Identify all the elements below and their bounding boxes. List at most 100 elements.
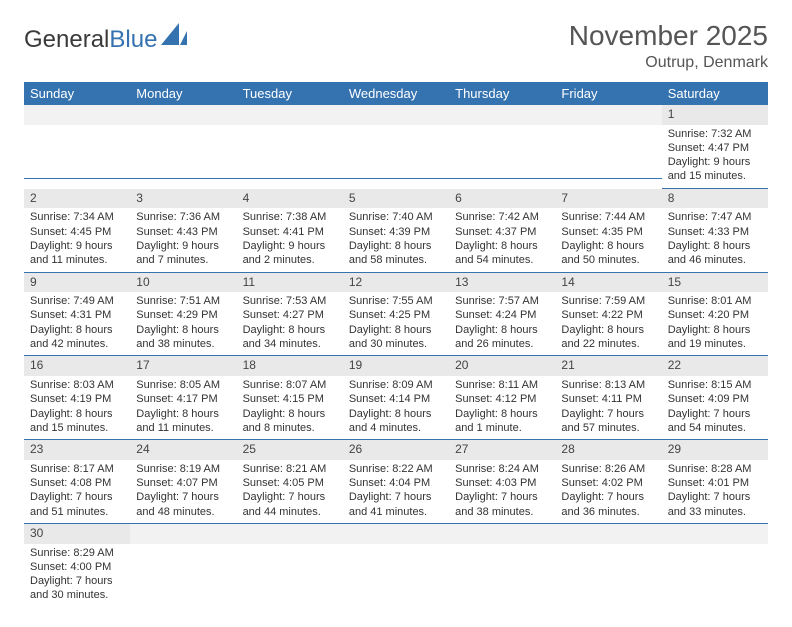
calendar-cell: 16Sunrise: 8:03 AMSunset: 4:19 PMDayligh… <box>24 356 130 440</box>
calendar-week-row: 23Sunrise: 8:17 AMSunset: 4:08 PMDayligh… <box>24 440 768 524</box>
calendar-cell: 4Sunrise: 7:38 AMSunset: 4:41 PMDaylight… <box>237 189 343 273</box>
day-number: 13 <box>449 273 555 293</box>
cell-body: Sunrise: 8:26 AMSunset: 4:02 PMDaylight:… <box>555 460 661 524</box>
day-number: 9 <box>24 273 130 293</box>
cell-body: Sunrise: 8:28 AMSunset: 4:01 PMDaylight:… <box>662 460 768 524</box>
cell-line-ss: Sunset: 4:05 PM <box>243 476 337 490</box>
calendar-cell: 25Sunrise: 8:21 AMSunset: 4:05 PMDayligh… <box>237 440 343 524</box>
cell-body: Sunrise: 7:47 AMSunset: 4:33 PMDaylight:… <box>662 208 768 272</box>
day-number: 3 <box>130 189 236 209</box>
calendar-cell: 18Sunrise: 8:07 AMSunset: 4:15 PMDayligh… <box>237 356 343 440</box>
day-number-empty <box>555 105 661 125</box>
cell-line-dl2: and 11 minutes. <box>136 421 230 435</box>
calendar-cell <box>237 105 343 189</box>
calendar-cell <box>343 105 449 189</box>
month-title: November 2025 <box>569 20 768 52</box>
cell-line-ss: Sunset: 4:04 PM <box>349 476 443 490</box>
cell-body: Sunrise: 8:22 AMSunset: 4:04 PMDaylight:… <box>343 460 449 524</box>
day-number: 18 <box>237 356 343 376</box>
calendar-cell: 1Sunrise: 7:32 AMSunset: 4:47 PMDaylight… <box>662 105 768 189</box>
day-number: 30 <box>24 524 130 544</box>
calendar-cell <box>130 105 236 189</box>
calendar-cell: 9Sunrise: 7:49 AMSunset: 4:31 PMDaylight… <box>24 273 130 357</box>
cell-body-empty <box>555 125 661 179</box>
cell-line-dl1: Daylight: 8 hours <box>30 407 124 421</box>
cell-body: Sunrise: 7:49 AMSunset: 4:31 PMDaylight:… <box>24 292 130 356</box>
day-number: 6 <box>449 189 555 209</box>
cell-line-dl1: Daylight: 8 hours <box>349 239 443 253</box>
calendar-week-row: 30Sunrise: 8:29 AMSunset: 4:00 PMDayligh… <box>24 524 768 607</box>
cell-line-ss: Sunset: 4:41 PM <box>243 225 337 239</box>
day-number: 16 <box>24 356 130 376</box>
day-number: 20 <box>449 356 555 376</box>
cell-line-dl2: and 19 minutes. <box>668 337 762 351</box>
cell-body: Sunrise: 7:40 AMSunset: 4:39 PMDaylight:… <box>343 208 449 272</box>
cell-line-ss: Sunset: 4:15 PM <box>243 392 337 406</box>
cell-body: Sunrise: 8:09 AMSunset: 4:14 PMDaylight:… <box>343 376 449 440</box>
calendar-cell: 23Sunrise: 8:17 AMSunset: 4:08 PMDayligh… <box>24 440 130 524</box>
cell-line-dl2: and 50 minutes. <box>561 253 655 267</box>
cell-line-dl2: and 2 minutes. <box>243 253 337 267</box>
cell-line-dl2: and 41 minutes. <box>349 505 443 519</box>
cell-line-sr: Sunrise: 7:38 AM <box>243 210 337 224</box>
calendar-cell: 24Sunrise: 8:19 AMSunset: 4:07 PMDayligh… <box>130 440 236 524</box>
cell-line-dl1: Daylight: 8 hours <box>668 239 762 253</box>
day-number: 27 <box>449 440 555 460</box>
cell-body: Sunrise: 8:15 AMSunset: 4:09 PMDaylight:… <box>662 376 768 440</box>
cell-body: Sunrise: 8:29 AMSunset: 4:00 PMDaylight:… <box>24 544 130 607</box>
cell-line-dl2: and 15 minutes. <box>30 421 124 435</box>
cell-line-ss: Sunset: 4:25 PM <box>349 308 443 322</box>
cell-line-sr: Sunrise: 7:57 AM <box>455 294 549 308</box>
cell-body: Sunrise: 7:36 AMSunset: 4:43 PMDaylight:… <box>130 208 236 272</box>
cell-line-dl1: Daylight: 7 hours <box>30 574 124 588</box>
cell-body: Sunrise: 8:05 AMSunset: 4:17 PMDaylight:… <box>130 376 236 440</box>
cell-line-ss: Sunset: 4:24 PM <box>455 308 549 322</box>
day-number: 22 <box>662 356 768 376</box>
calendar-cell: 22Sunrise: 8:15 AMSunset: 4:09 PMDayligh… <box>662 356 768 440</box>
cell-line-dl2: and 22 minutes. <box>561 337 655 351</box>
cell-line-dl2: and 30 minutes. <box>30 588 124 602</box>
cell-line-sr: Sunrise: 7:59 AM <box>561 294 655 308</box>
cell-line-dl2: and 36 minutes. <box>561 505 655 519</box>
cell-line-ss: Sunset: 4:39 PM <box>349 225 443 239</box>
cell-line-ss: Sunset: 4:02 PM <box>561 476 655 490</box>
cell-line-sr: Sunrise: 7:51 AM <box>136 294 230 308</box>
calendar-cell <box>662 524 768 607</box>
day-number: 23 <box>24 440 130 460</box>
calendar-cell <box>130 524 236 607</box>
cell-line-ss: Sunset: 4:09 PM <box>668 392 762 406</box>
location: Outrup, Denmark <box>569 54 768 72</box>
cell-line-ss: Sunset: 4:20 PM <box>668 308 762 322</box>
calendar-cell: 14Sunrise: 7:59 AMSunset: 4:22 PMDayligh… <box>555 273 661 357</box>
cell-line-sr: Sunrise: 8:07 AM <box>243 378 337 392</box>
cell-line-dl1: Daylight: 7 hours <box>30 490 124 504</box>
cell-body-empty <box>237 125 343 179</box>
weekday-header-row: SundayMondayTuesdayWednesdayThursdayFrid… <box>24 82 768 105</box>
cell-line-sr: Sunrise: 8:15 AM <box>668 378 762 392</box>
cell-line-dl2: and 38 minutes. <box>136 337 230 351</box>
cell-body-empty <box>449 125 555 179</box>
cell-body: Sunrise: 7:59 AMSunset: 4:22 PMDaylight:… <box>555 292 661 356</box>
cell-line-dl1: Daylight: 8 hours <box>243 323 337 337</box>
calendar-cell <box>237 524 343 607</box>
cell-line-sr: Sunrise: 8:11 AM <box>455 378 549 392</box>
calendar-week-row: 9Sunrise: 7:49 AMSunset: 4:31 PMDaylight… <box>24 273 768 357</box>
day-number-empty <box>449 524 555 544</box>
cell-line-ss: Sunset: 4:31 PM <box>30 308 124 322</box>
calendar-cell: 5Sunrise: 7:40 AMSunset: 4:39 PMDaylight… <box>343 189 449 273</box>
day-number: 19 <box>343 356 449 376</box>
cell-line-dl1: Daylight: 8 hours <box>30 323 124 337</box>
cell-line-dl1: Daylight: 9 hours <box>668 155 762 169</box>
calendar-cell: 28Sunrise: 8:26 AMSunset: 4:02 PMDayligh… <box>555 440 661 524</box>
cell-line-dl2: and 11 minutes. <box>30 253 124 267</box>
cell-line-ss: Sunset: 4:33 PM <box>668 225 762 239</box>
calendar-cell: 11Sunrise: 7:53 AMSunset: 4:27 PMDayligh… <box>237 273 343 357</box>
day-number-empty <box>130 524 236 544</box>
day-number: 26 <box>343 440 449 460</box>
cell-body-empty <box>343 125 449 179</box>
cell-line-dl2: and 1 minute. <box>455 421 549 435</box>
cell-line-ss: Sunset: 4:35 PM <box>561 225 655 239</box>
cell-body-empty <box>237 544 343 598</box>
cell-line-dl1: Daylight: 8 hours <box>136 407 230 421</box>
day-number-empty <box>237 105 343 125</box>
